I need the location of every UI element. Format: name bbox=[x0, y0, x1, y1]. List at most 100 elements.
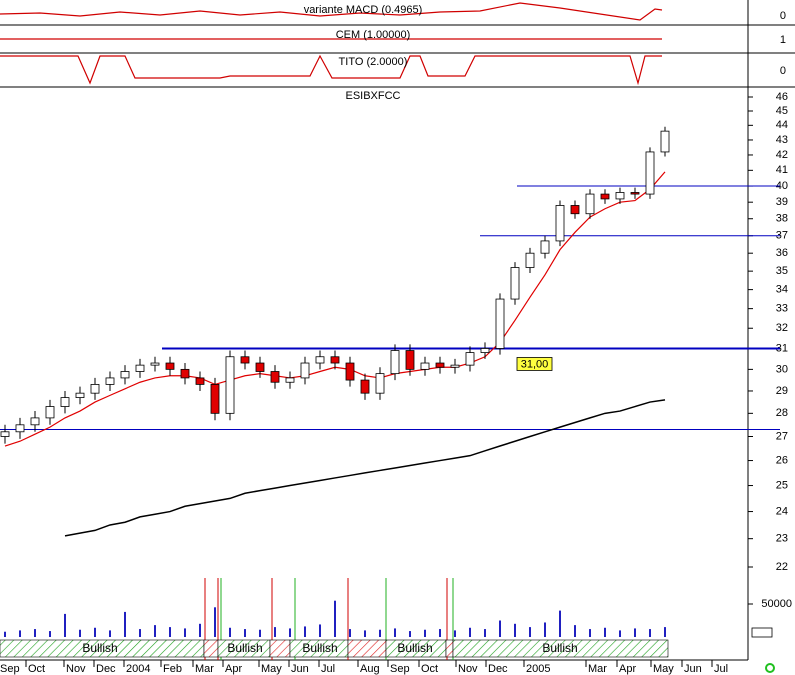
volume-bar bbox=[19, 630, 21, 637]
volume-bar bbox=[544, 622, 546, 637]
level-label: 31,00 bbox=[521, 358, 549, 370]
candle-body bbox=[480, 348, 490, 353]
candle-body bbox=[225, 356, 235, 414]
candle-body bbox=[330, 356, 340, 364]
candle-body bbox=[405, 350, 415, 370]
candle-body bbox=[150, 362, 160, 366]
scroll-box[interactable] bbox=[751, 627, 773, 638]
volume-bar bbox=[94, 627, 96, 637]
volume-bar bbox=[214, 607, 216, 637]
status-icon bbox=[765, 663, 775, 673]
volume-tick-label: 50000 bbox=[761, 598, 792, 610]
x-tick-label: Sep bbox=[0, 663, 20, 675]
candle-body bbox=[300, 362, 310, 379]
candle-body bbox=[60, 397, 70, 407]
candle-body bbox=[645, 151, 655, 195]
volume-bar bbox=[499, 620, 501, 637]
y-tick-label: 26 bbox=[776, 454, 788, 466]
y-tick-label: 32 bbox=[776, 322, 788, 334]
volume-bar bbox=[304, 626, 306, 637]
volume-bar bbox=[79, 629, 81, 637]
volume-bar bbox=[154, 625, 156, 637]
volume-bar bbox=[274, 627, 276, 637]
candle-body bbox=[630, 192, 640, 195]
candle-body bbox=[585, 193, 595, 215]
volume-bar bbox=[589, 629, 591, 637]
candle-body bbox=[375, 373, 385, 394]
y-tick-label: 44 bbox=[776, 119, 788, 131]
candle-body bbox=[360, 379, 370, 394]
indicator-lines bbox=[0, 2, 663, 86]
y-tick-label: 35 bbox=[776, 265, 788, 277]
volume-bar bbox=[364, 630, 366, 637]
y-tick-label: 36 bbox=[776, 247, 788, 259]
moving-average bbox=[4, 171, 666, 447]
bearish-band bbox=[269, 639, 291, 658]
x-tick-label: Apr bbox=[619, 663, 636, 675]
x-tick-label: Nov bbox=[458, 663, 478, 675]
volume-bar bbox=[199, 623, 201, 637]
candle-body bbox=[255, 362, 265, 372]
candle-body bbox=[180, 368, 190, 379]
panel-frames bbox=[0, 0, 795, 661]
volume-bar bbox=[454, 630, 456, 637]
regime-label: Bullish bbox=[227, 641, 262, 655]
regime-label: Bullish bbox=[302, 641, 337, 655]
volume-bar bbox=[319, 624, 321, 637]
candle-body bbox=[30, 417, 40, 426]
x-tick-label: Apr bbox=[225, 663, 242, 675]
candle-body bbox=[495, 298, 505, 349]
candle-body bbox=[90, 384, 100, 394]
volume-bar bbox=[664, 627, 666, 637]
y-tick-label: 27 bbox=[776, 430, 788, 442]
y-tick-label: 38 bbox=[776, 213, 788, 225]
candle-body bbox=[390, 350, 400, 375]
indicator-axis-label: 0 bbox=[780, 10, 786, 22]
x-tick-label: Jul bbox=[321, 663, 335, 675]
volume-bar bbox=[34, 629, 36, 637]
volume-bar bbox=[439, 629, 441, 637]
y-tick-label: 39 bbox=[776, 196, 788, 208]
x-tick-label: Sep bbox=[390, 663, 410, 675]
regime-labels: Bullish Bullish Bullish Bullish Bullish bbox=[82, 641, 577, 655]
candle-body bbox=[135, 364, 145, 372]
volume-bar bbox=[529, 627, 531, 637]
volume-bar bbox=[604, 627, 606, 637]
x-tick-label: Dec bbox=[96, 663, 116, 675]
x-tick-label: Oct bbox=[421, 663, 438, 675]
volume-bar bbox=[484, 629, 486, 637]
candle-body bbox=[540, 240, 550, 254]
volume-bar bbox=[634, 628, 636, 637]
volume-bar bbox=[394, 628, 396, 637]
x-tick-label: Dec bbox=[488, 663, 508, 675]
y-tick-label: 28 bbox=[776, 407, 788, 419]
x-tick-label: May bbox=[261, 663, 282, 675]
y-tick-label: 23 bbox=[776, 533, 788, 545]
indicator-title: TITO (2.0000) bbox=[339, 56, 408, 68]
chart-title: ESIBXFCC bbox=[345, 90, 400, 102]
moving-average bbox=[64, 399, 666, 537]
x-tick-label: Feb bbox=[163, 663, 182, 675]
x-tick-label: Mar bbox=[195, 663, 214, 675]
candle-body bbox=[105, 377, 115, 385]
candle-body bbox=[420, 362, 430, 370]
candle-body bbox=[465, 352, 475, 366]
bearish-band bbox=[347, 639, 387, 658]
x-tick-label: Aug bbox=[360, 663, 380, 675]
x-tick-label: Jun bbox=[684, 663, 702, 675]
volume-bar bbox=[244, 629, 246, 637]
volume-bar bbox=[289, 628, 291, 637]
y-tick-label: 30 bbox=[776, 363, 788, 375]
candle-body bbox=[0, 431, 10, 437]
volume-bar bbox=[559, 610, 561, 637]
bullish-band bbox=[452, 639, 669, 658]
candle-body bbox=[345, 362, 355, 381]
candle-body bbox=[510, 267, 520, 300]
y-tick-label: 45 bbox=[776, 105, 788, 117]
y-tick-label: 24 bbox=[776, 505, 788, 517]
macd-line bbox=[0, 2, 663, 21]
x-tick-label: May bbox=[653, 663, 674, 675]
indicator-title: CEM (1.00000) bbox=[336, 29, 411, 41]
y-tick-label: 43 bbox=[776, 134, 788, 146]
